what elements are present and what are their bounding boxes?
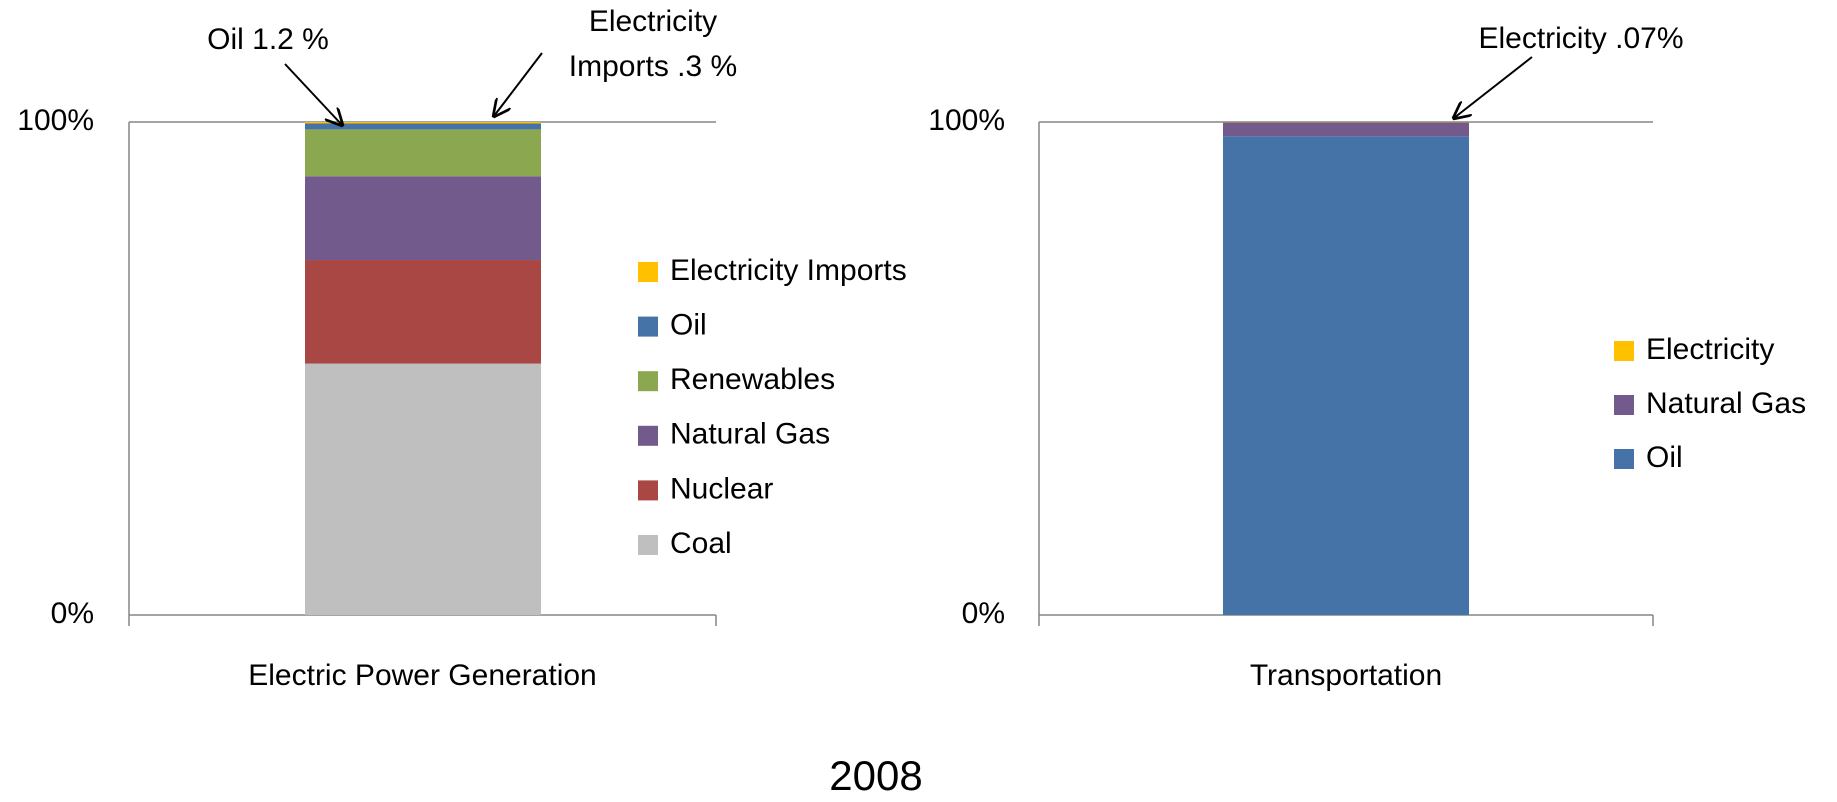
bar-segment	[305, 129, 541, 177]
legend-swatch	[638, 535, 658, 555]
legend-label: Coal	[670, 527, 732, 560]
bar-segment	[305, 122, 541, 124]
annotation: Oil 1.2 %	[207, 23, 329, 56]
legend-label: Natural Gas	[1646, 387, 1806, 420]
legend-swatch	[1614, 449, 1634, 469]
y-tick-label: 0%	[962, 597, 1005, 630]
y-tick-label: 0%	[51, 597, 94, 630]
x-tick-label: Electric Power Generation	[248, 659, 597, 692]
legend-label: Oil	[1646, 441, 1683, 474]
bar-segment	[1223, 122, 1469, 137]
legend-swatch	[638, 425, 658, 446]
legend-label: Electricity	[1646, 333, 1774, 366]
bar-segment	[1223, 136, 1469, 615]
legend-label: Nuclear	[670, 472, 773, 505]
legend-swatch	[1614, 341, 1634, 361]
y-tick-label: 100%	[17, 104, 94, 137]
y-tick-label: 100%	[928, 104, 1005, 137]
bar-segment	[305, 260, 541, 364]
legend-label: Natural Gas	[670, 418, 830, 451]
annotation: Electricity	[589, 5, 717, 38]
legend-swatch	[638, 316, 658, 337]
legend-swatch	[1614, 395, 1634, 415]
legend-swatch	[638, 480, 658, 501]
legend-label: Oil	[670, 309, 707, 342]
annotation-arrow	[284, 63, 342, 125]
annotation-arrow	[1454, 56, 1533, 118]
x-tick-label: Transportation	[1250, 659, 1442, 692]
annotation: Electricity .07%	[1478, 22, 1683, 55]
bar-segment	[305, 363, 541, 615]
bar-segment	[305, 176, 541, 261]
annotation-arrow	[494, 52, 543, 116]
annotation: Imports .3 %	[569, 50, 737, 83]
bar-segment	[305, 123, 541, 130]
legend-label: Electricity Imports	[670, 254, 907, 287]
legend-swatch	[638, 371, 658, 392]
legend-label: Renewables	[670, 363, 835, 396]
legend-swatch	[638, 262, 658, 282]
figure-title: 2008	[829, 752, 922, 799]
